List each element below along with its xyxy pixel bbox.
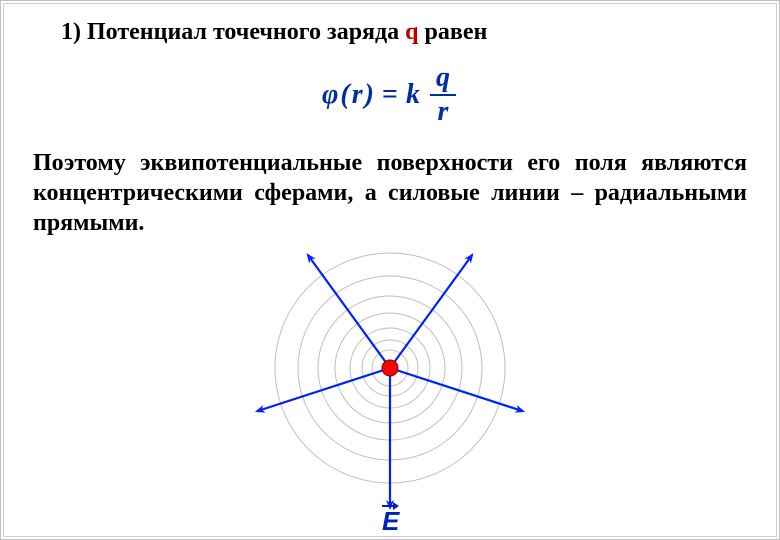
field-lines [257, 255, 523, 508]
field-diagram [190, 228, 590, 538]
e-vector-label: E [382, 506, 399, 537]
diagram-container: E [33, 228, 747, 528]
e-letter: E [382, 506, 399, 536]
point-charge [382, 360, 398, 376]
